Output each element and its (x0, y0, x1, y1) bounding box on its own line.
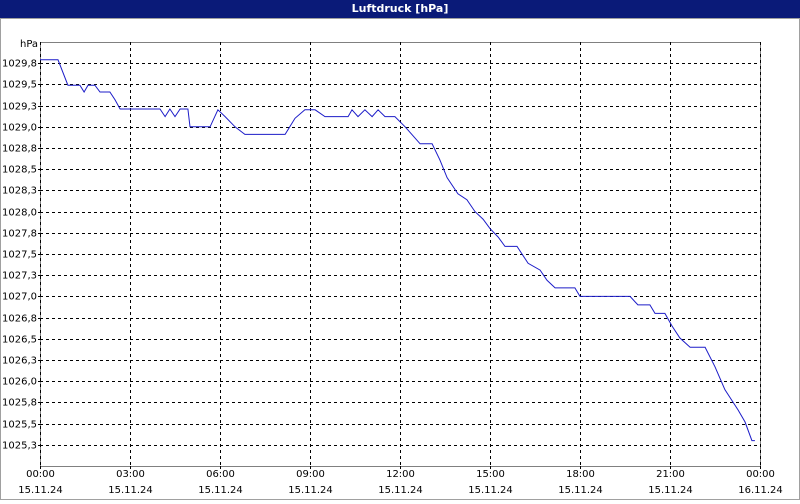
x-tick-date: 15.11.24 (648, 485, 693, 496)
line (40, 59, 755, 442)
x-tick-label: 18:00 (566, 469, 595, 480)
x-tick-date: 15.11.24 (18, 485, 63, 496)
y-tick-label: 1029,8 (2, 59, 37, 70)
y-tick-label: 1025,8 (2, 398, 37, 409)
x-tick-label: 00:00 (746, 469, 775, 480)
x-tick-label: 09:00 (296, 469, 325, 480)
y-tick-label: 1026,8 (2, 314, 37, 325)
y-tick-label: 1028,8 (2, 144, 37, 155)
x-tick-date: 15.11.24 (288, 485, 333, 496)
x-tick-date: 15.11.24 (378, 485, 423, 496)
y-tick-label: 1029,3 (2, 102, 37, 113)
x-tick-label: 06:00 (206, 469, 235, 480)
x-tick-label: 12:00 (386, 469, 415, 480)
chart-title: Luftdruck [hPa] (352, 2, 449, 15)
x-tick-label: 21:00 (656, 469, 685, 480)
y-tick-label: 1026,3 (2, 356, 37, 367)
y-tick-label: 1026,5 (2, 335, 37, 346)
x-tick-label: 00:00 (26, 469, 55, 480)
x-tick-date: 15.11.24 (468, 485, 513, 496)
y-tick-label: 1029,5 (2, 80, 37, 91)
y-tick-label: 1028,5 (2, 165, 37, 176)
y-tick-label: 1027,8 (2, 229, 37, 240)
y-tick-label: 1028,3 (2, 186, 37, 197)
x-tick-date: 16.11.24 (738, 485, 783, 496)
y-tick-label: 1027,3 (2, 271, 37, 282)
y-tick-label: 1025,5 (2, 420, 37, 431)
y-unit: hPa (20, 39, 38, 50)
y-tick-label: 1027,0 (2, 292, 37, 303)
y-tick-label: 1028,0 (2, 208, 37, 219)
y-tick-label: 1027,5 (2, 250, 37, 261)
x-tick-date: 15.11.24 (108, 485, 153, 496)
x-tick-date: 15.11.24 (558, 485, 603, 496)
x-tick-date: 15.11.24 (198, 485, 243, 496)
title-bar (0, 0, 800, 18)
y-tick-label: 1026,0 (2, 377, 37, 388)
y-tick-label: 1029,0 (2, 123, 37, 134)
x-tick-label: 03:00 (116, 469, 145, 480)
y-tick-label: 1025,3 (2, 441, 37, 452)
x-tick-label: 15:00 (476, 469, 505, 480)
